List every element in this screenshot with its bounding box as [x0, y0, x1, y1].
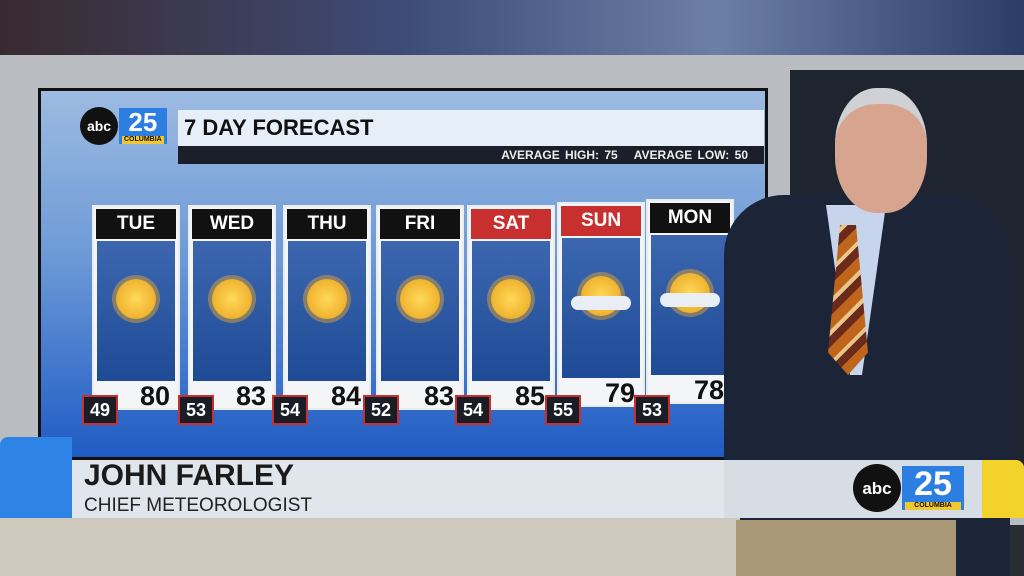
pants — [736, 520, 956, 576]
day-label: WED — [192, 209, 272, 239]
presenter-name: JOHN FARLEY — [84, 459, 295, 492]
day-card-mon: MON 78 — [646, 199, 734, 405]
high-temp: 84 — [330, 381, 361, 411]
sun-icon — [116, 279, 156, 319]
city-label: COLUMBIA — [905, 502, 961, 510]
day-card-sun: SUN 79 — [557, 202, 645, 408]
channel-number: 25 COLUMBIA — [902, 466, 964, 510]
sunny-icon — [193, 241, 271, 381]
abc-logo: abc — [853, 464, 901, 512]
lower-third-logo: abc 25 COLUMBIA — [853, 464, 964, 512]
high-temp: 79 — [604, 378, 635, 408]
partly-cloudy-icon — [651, 235, 729, 375]
averages-bar: AVERAGE HIGH: 75 AVERAGE LOW: 50 — [178, 146, 764, 164]
studio-ceiling — [0, 0, 1024, 60]
average-low: AVERAGE LOW: 50 — [633, 148, 748, 162]
day-card-thu: THU 84 — [283, 205, 371, 411]
low-temp: 49 — [82, 395, 118, 425]
low-temp: 53 — [178, 395, 214, 425]
low-temp: 55 — [545, 395, 581, 425]
city-label: COLUMBIA — [122, 136, 164, 144]
day-label: THU — [287, 209, 367, 239]
high-temp: 78 — [693, 375, 724, 405]
day-card-tue: TUE 80 — [92, 205, 180, 411]
partly-cloudy-icon — [562, 238, 640, 378]
day-label: FRI — [380, 209, 460, 239]
high-temp: 85 — [514, 381, 545, 411]
presenter-role: CHIEF METEOROLOGIST — [84, 495, 313, 516]
day-label: TUE — [96, 209, 176, 239]
sunny-icon — [472, 241, 550, 381]
lower-third — [72, 460, 982, 518]
channel-digits: 25 — [128, 107, 158, 137]
day-label: SAT — [471, 209, 551, 239]
day-card-wed: WED 83 — [188, 205, 276, 411]
channel-digits: 25 — [914, 465, 952, 503]
day-card-sat: SAT 85 — [467, 205, 555, 411]
high-temp: 80 — [139, 381, 170, 411]
lower-third-yellow-accent — [982, 460, 1024, 518]
low-temp: 52 — [363, 395, 399, 425]
cloud-icon — [571, 296, 631, 310]
low-temp: 54 — [455, 395, 491, 425]
day-label: MON — [650, 203, 730, 233]
sun-icon — [400, 279, 440, 319]
forecast-title: 7 DAY FORECAST — [178, 110, 764, 146]
sunny-icon — [97, 241, 175, 381]
lower-third-accent — [0, 437, 72, 518]
day-label: SUN — [561, 206, 641, 236]
high-temp: 83 — [423, 381, 454, 411]
meteorologist-head — [835, 88, 927, 213]
channel-number: 25 COLUMBIA — [119, 108, 167, 144]
abc-logo: abc — [80, 107, 118, 145]
station-logo: abc 25 COLUMBIA — [80, 107, 167, 145]
desk — [0, 518, 740, 576]
average-high: AVERAGE HIGH: 75 — [501, 148, 618, 162]
sun-icon — [212, 279, 252, 319]
high-temp: 83 — [235, 381, 266, 411]
sunny-icon — [381, 241, 459, 381]
sun-icon — [491, 279, 531, 319]
sun-icon — [307, 279, 347, 319]
sunny-icon — [288, 241, 366, 381]
low-temp: 54 — [272, 395, 308, 425]
day-card-fri: FRI 83 — [376, 205, 464, 411]
low-temp: 53 — [634, 395, 670, 425]
cloud-icon — [660, 293, 720, 307]
